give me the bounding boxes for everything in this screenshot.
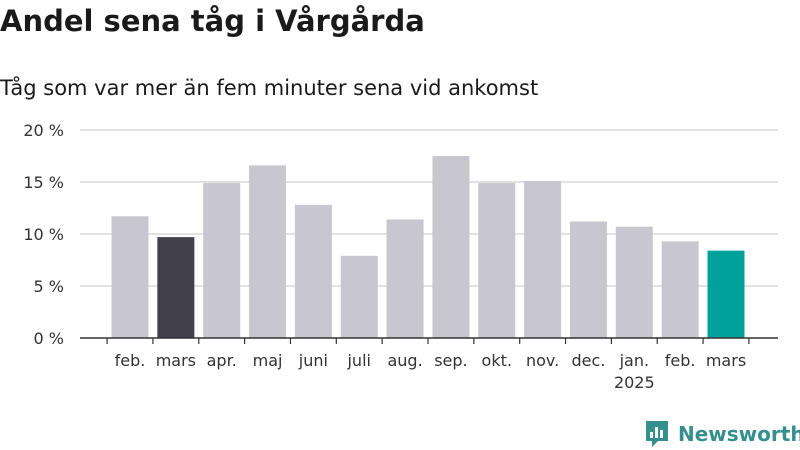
x-tick-label: nov. [526,351,559,370]
x-tick-label: mars [706,351,746,370]
x-tick-label: sep. [434,351,467,370]
x-tick-label: aug. [387,351,422,370]
brand-name: Newsworthy [678,422,800,446]
x-tick-label: juli [346,351,370,370]
x-axis: feb. mars apr. maj juni juli aug. sep. okt. nov. d… [80,337,778,392]
bar [524,180,562,338]
y-tick-label: 15 % [23,173,64,192]
y-axis-ticks: 0 % 5 % 10 % 15 % 20 % [23,121,64,348]
x-year-label: 2025 [614,373,655,392]
y-tick-label: 10 % [23,225,64,244]
x-tick-label: maj [253,351,283,370]
bar [203,183,241,338]
bar [386,219,424,338]
bar [615,226,653,338]
bar [707,250,745,338]
x-tick-label: feb. [665,351,696,370]
x-tick-label: okt. [482,351,512,370]
newsworthy-chart-icon [646,421,668,447]
newsworthy-logo: Newsworthy [644,418,800,450]
y-tick-label: 20 % [23,121,64,140]
x-tick-label: mars [156,351,196,370]
y-tick-label: 0 % [34,329,64,348]
x-tick-label: dec. [572,351,606,370]
bar [661,241,699,338]
bar [478,183,516,338]
bar [569,221,607,338]
bar [111,216,149,338]
chart-subtitle: Tåg som var mer än fem minuter sena vid … [0,76,539,100]
y-tick-label: 5 % [34,277,64,296]
x-tick-label: apr. [207,351,237,370]
bar [432,156,470,338]
bar [157,237,195,338]
x-tick-label: feb. [115,351,146,370]
bar [249,165,287,338]
x-tick-label: jan. [619,351,649,370]
x-tick-label: juni [298,351,328,370]
bars [111,156,745,338]
bar [294,204,332,338]
chart-title: Andel sena tåg i Vårgårda [0,4,425,38]
bar [340,255,378,338]
